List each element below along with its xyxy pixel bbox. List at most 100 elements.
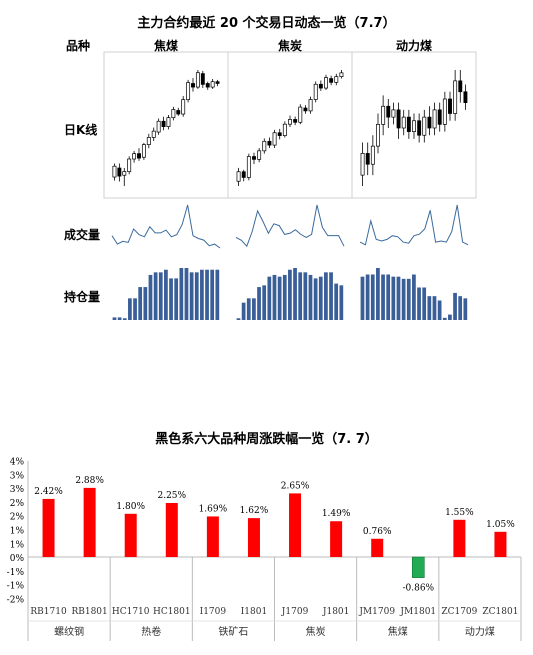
y-tick-label: 1% xyxy=(10,540,25,550)
candlestick xyxy=(396,102,401,139)
open-interest-bar xyxy=(458,296,463,320)
kline-frame xyxy=(103,51,477,199)
candlestick xyxy=(195,70,200,89)
category-label: J1801 xyxy=(322,607,350,617)
open-interest-bar xyxy=(381,274,385,320)
bar xyxy=(247,518,260,557)
bar xyxy=(453,519,466,557)
group-label: 焦煤 xyxy=(388,625,408,638)
group-label: 热卷 xyxy=(141,625,161,638)
candlestick xyxy=(112,163,117,181)
data-label: 0.76% xyxy=(363,527,392,537)
y-tick-label: 2% xyxy=(10,499,25,509)
open-interest-bar xyxy=(184,268,189,320)
open-interest-bar xyxy=(128,298,132,320)
candlestick xyxy=(437,102,442,132)
y-tick-label: 4% xyxy=(10,458,25,468)
data-label: 1.80% xyxy=(116,502,145,512)
bar xyxy=(494,531,507,557)
open-interest-bar xyxy=(401,278,406,320)
candlestick xyxy=(282,121,287,138)
overview-title: 主力合约最近 20 个交易日动态一览（7.7） xyxy=(137,16,396,31)
group-label: 焦炭 xyxy=(306,625,326,638)
open-interest-bar xyxy=(210,269,215,320)
data-label: 2.42% xyxy=(34,487,63,497)
candlestick xyxy=(458,70,463,103)
column-head-coke: 焦炭 xyxy=(277,39,302,53)
y-tick-label: 3% xyxy=(10,485,25,495)
open-interest-bar xyxy=(164,269,168,320)
open-interest-bar xyxy=(277,276,282,320)
candlestick xyxy=(166,114,171,130)
candlestick xyxy=(401,109,406,136)
open-interest-bar xyxy=(133,298,137,320)
y-tick-label: -2% xyxy=(7,596,25,606)
candlestick xyxy=(412,113,416,139)
category-label: ZC1801 xyxy=(482,607,518,617)
overview-grid xyxy=(103,51,477,320)
open-interest-bar xyxy=(442,317,447,320)
volume-line xyxy=(359,204,469,246)
y-tick-label: -1% xyxy=(7,568,25,578)
y-tick-label: 3% xyxy=(10,471,25,481)
candlestick xyxy=(210,78,215,89)
open-interest-bar xyxy=(194,272,199,320)
candlestick xyxy=(303,105,308,114)
category-label: J1709 xyxy=(281,607,309,617)
category-label: HC1801 xyxy=(153,607,191,617)
candlestick xyxy=(156,118,161,135)
data-label: 1.69% xyxy=(199,504,228,514)
open-interest-bar xyxy=(360,276,365,320)
open-interest-bar xyxy=(448,314,452,320)
bar xyxy=(411,556,425,578)
open-interest-bar xyxy=(463,298,468,320)
candlestick xyxy=(329,75,334,86)
open-interest-bar xyxy=(406,278,411,320)
candlestick xyxy=(365,142,370,176)
category-label: JM1709 xyxy=(358,607,395,617)
data-label: 2.65% xyxy=(281,481,310,491)
open-interest-bar xyxy=(215,269,220,320)
open-interest-bar xyxy=(298,272,303,320)
open-interest-bar xyxy=(412,274,416,320)
candlestick xyxy=(137,148,141,161)
candlestick xyxy=(132,150,137,163)
open-interest-bar xyxy=(432,296,437,320)
open-interest-bar xyxy=(386,274,391,320)
open-interest-bar xyxy=(169,278,173,320)
candlestick xyxy=(339,70,344,79)
data-label: 1.05% xyxy=(486,520,515,530)
open-interest-bar xyxy=(246,298,251,320)
bar xyxy=(42,498,55,557)
candlestick xyxy=(293,116,298,126)
open-interest-bar xyxy=(324,272,328,320)
open-interest-bar xyxy=(112,317,117,320)
data-label: 1.55% xyxy=(445,508,474,518)
candlestick xyxy=(262,138,267,154)
candlestick xyxy=(324,74,328,90)
candlestick xyxy=(334,73,339,86)
open-interest-bar xyxy=(262,285,267,320)
candlestick xyxy=(151,127,156,142)
weekly-change-chart: 4% 3% 3% 2% 2% 1% 1% 0% -1% -1% -2% 2.42% 2.88% 1.80… xyxy=(7,458,522,641)
bar xyxy=(83,487,96,557)
candlestick xyxy=(181,96,186,117)
group-label: 螺纹钢 xyxy=(54,625,84,638)
bar xyxy=(206,516,219,557)
row-label-kline: 日K线 xyxy=(64,123,98,137)
candlestick xyxy=(236,167,241,186)
open-interest-bar xyxy=(174,278,179,320)
category-label: ZC1709 xyxy=(441,607,477,617)
y-tick-label: 2% xyxy=(10,513,25,523)
y-tick-label: -1% xyxy=(7,582,25,592)
candlestick xyxy=(288,115,292,128)
open-interest-bar xyxy=(308,274,313,320)
candlestick xyxy=(432,102,437,136)
candlestick xyxy=(313,81,318,103)
bar-chart-title: 黑色系六大品种周涨跌幅一览（7. 7） xyxy=(155,432,378,447)
category-label: I1709 xyxy=(200,607,227,617)
candlestick xyxy=(386,99,391,128)
open-interest-bar xyxy=(391,276,396,320)
candlestick xyxy=(406,109,411,139)
candlestick xyxy=(448,91,452,121)
